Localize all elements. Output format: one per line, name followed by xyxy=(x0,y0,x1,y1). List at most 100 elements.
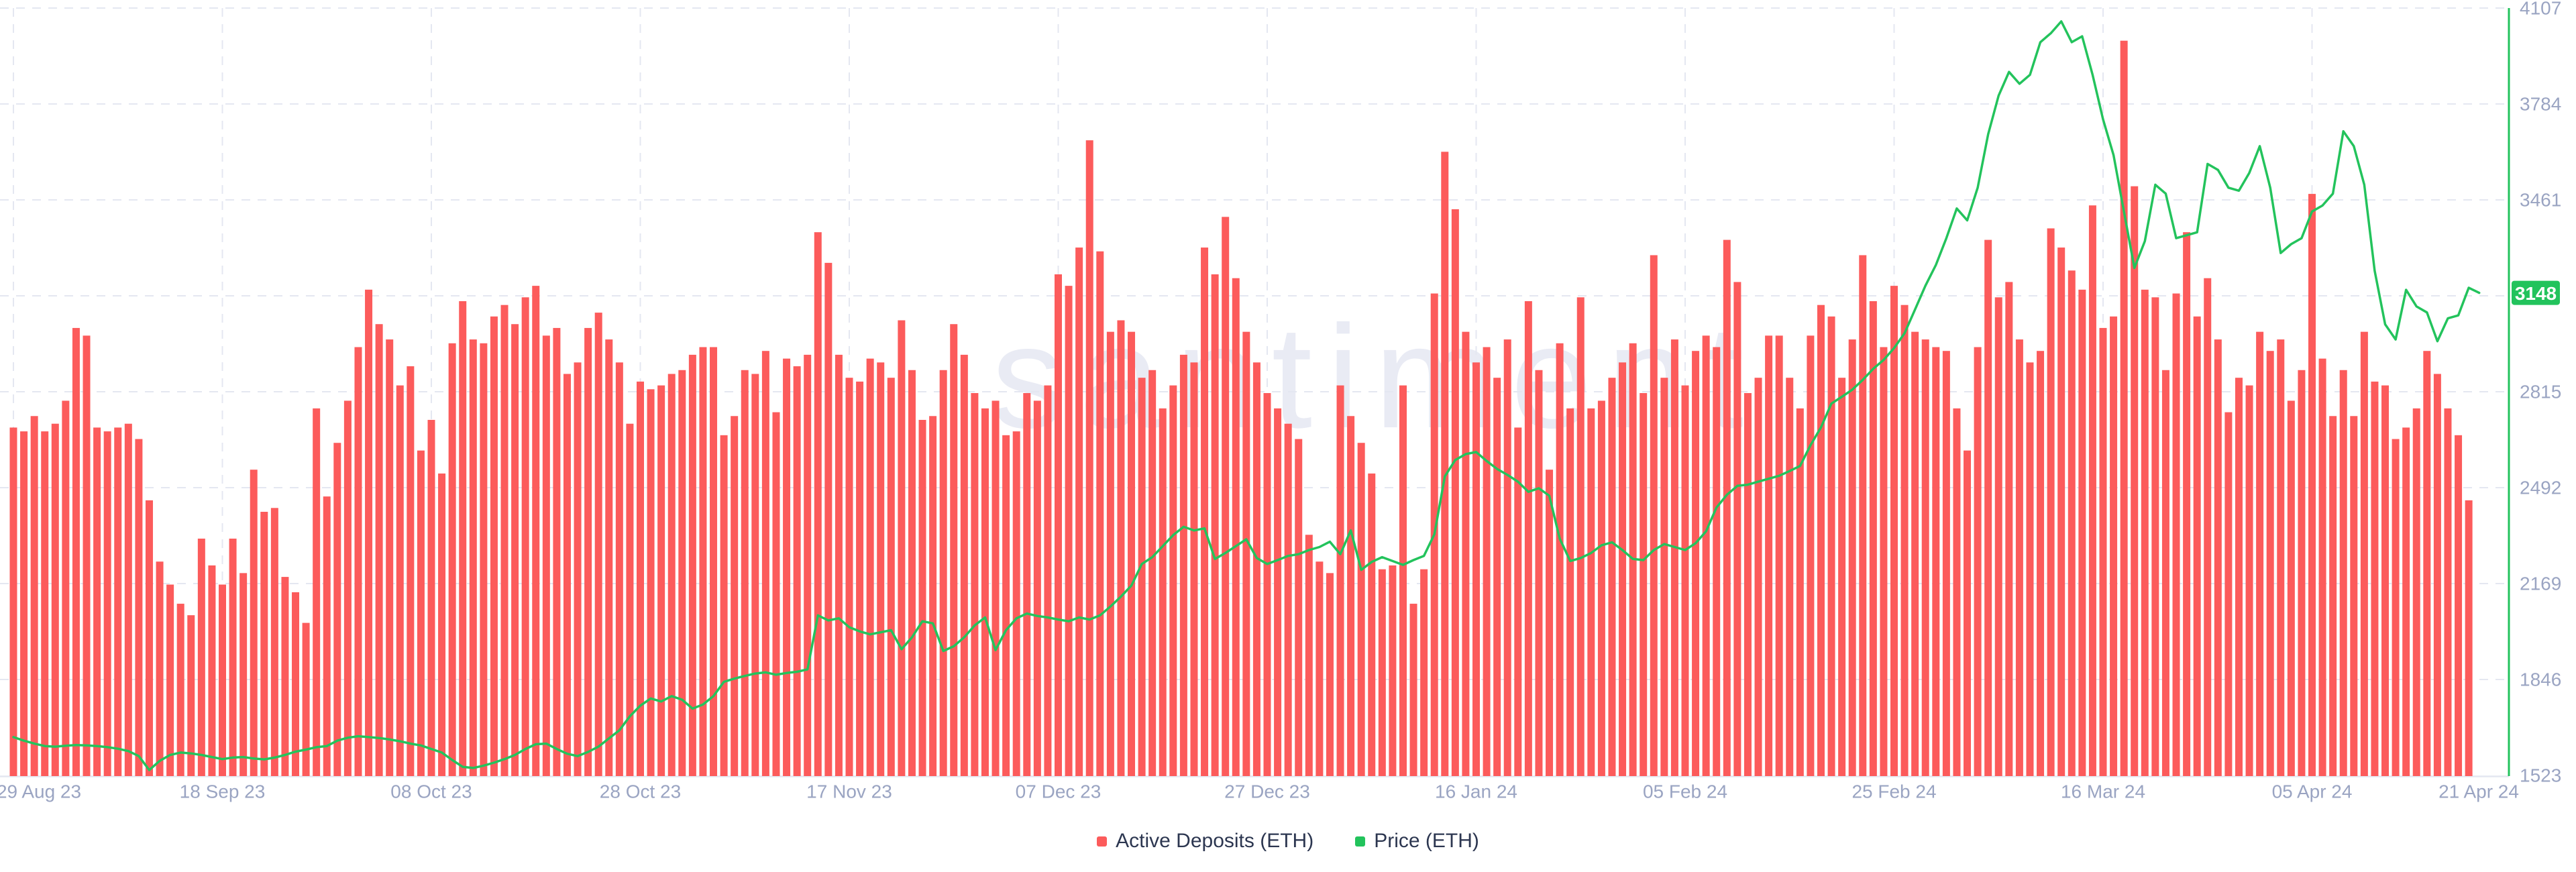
deposit-bar[interactable] xyxy=(2214,339,2222,776)
deposit-bar[interactable] xyxy=(1409,604,1417,776)
deposit-bar[interactable] xyxy=(1128,331,1136,776)
deposit-bar[interactable] xyxy=(1869,301,1877,777)
deposit-bar[interactable] xyxy=(250,470,258,776)
deposit-bar[interactable] xyxy=(751,374,759,776)
deposit-bar[interactable] xyxy=(1723,239,1731,777)
deposit-bar[interactable] xyxy=(929,416,937,776)
deposit-bar[interactable] xyxy=(1556,343,1564,776)
deposit-bar[interactable] xyxy=(281,577,289,776)
deposit-bar[interactable] xyxy=(2245,385,2253,776)
deposit-bar[interactable] xyxy=(856,381,864,776)
deposit-bar[interactable] xyxy=(835,354,843,776)
deposit-bar[interactable] xyxy=(480,343,488,776)
deposit-bar[interactable] xyxy=(208,565,216,776)
deposit-bar[interactable] xyxy=(898,320,906,776)
deposit-bar[interactable] xyxy=(407,366,415,776)
deposit-bar[interactable] xyxy=(1451,209,1459,776)
deposit-bar[interactable] xyxy=(1472,362,1480,776)
deposit-bar[interactable] xyxy=(731,416,739,776)
deposit-bar[interactable] xyxy=(2099,327,2107,776)
deposit-bar[interactable] xyxy=(1733,282,1741,776)
deposit-bar[interactable] xyxy=(51,423,59,776)
deposit-bar[interactable] xyxy=(1713,347,1721,776)
deposit-bar[interactable] xyxy=(1921,339,1929,776)
deposit-bar[interactable] xyxy=(1786,378,1794,776)
deposit-bar[interactable] xyxy=(971,393,979,776)
deposit-bar[interactable] xyxy=(1576,297,1585,776)
deposit-bar[interactable] xyxy=(824,262,833,776)
deposit-bar[interactable] xyxy=(427,419,435,776)
deposit-bar[interactable] xyxy=(9,427,17,776)
deposit-bar[interactable] xyxy=(1252,362,1260,776)
deposit-bar[interactable] xyxy=(960,354,968,776)
deposit-bar[interactable] xyxy=(365,289,373,777)
deposit-bar[interactable] xyxy=(72,327,80,776)
deposit-bar[interactable] xyxy=(1493,378,1501,776)
deposit-bar[interactable] xyxy=(1179,354,1187,776)
deposit-bar[interactable] xyxy=(2110,316,2118,776)
deposit-bar[interactable] xyxy=(2381,385,2390,776)
deposit-bar[interactable] xyxy=(699,347,707,776)
deposit-bar[interactable] xyxy=(887,378,895,776)
deposit-bar[interactable] xyxy=(1263,393,1271,776)
deposit-bar[interactable] xyxy=(1085,140,1093,776)
deposit-bar[interactable] xyxy=(1984,239,1992,777)
deposit-bar[interactable] xyxy=(1702,335,1710,777)
deposit-bar[interactable] xyxy=(1503,339,1511,776)
deposit-bar[interactable] xyxy=(83,335,91,777)
deposit-bar[interactable] xyxy=(323,496,331,776)
deposit-bar[interactable] xyxy=(667,374,676,776)
deposit-bar[interactable] xyxy=(594,313,602,777)
deposit-bar[interactable] xyxy=(605,339,613,776)
deposit-bar[interactable] xyxy=(637,381,644,776)
deposit-bar[interactable] xyxy=(1880,347,1888,776)
deposit-bar[interactable] xyxy=(438,473,446,776)
deposit-bar[interactable] xyxy=(1326,573,1334,776)
deposit-bar[interactable] xyxy=(710,347,718,776)
deposit-bar[interactable] xyxy=(2172,293,2180,776)
deposit-bar[interactable] xyxy=(1807,335,1815,777)
deposit-bar[interactable] xyxy=(1159,408,1167,776)
deposit-bar[interactable] xyxy=(1650,255,1658,776)
deposit-bar[interactable] xyxy=(1148,370,1157,776)
deposit-bar[interactable] xyxy=(2350,416,2358,776)
deposit-bar[interactable] xyxy=(532,286,540,776)
deposit-bar[interactable] xyxy=(2318,358,2326,776)
deposit-bar[interactable] xyxy=(2277,339,2285,776)
deposit-bar[interactable] xyxy=(114,427,122,776)
deposit-bar[interactable] xyxy=(176,604,184,776)
deposit-bar[interactable] xyxy=(2204,278,2212,776)
deposit-bar[interactable] xyxy=(2235,378,2243,776)
deposit-bar[interactable] xyxy=(2015,339,2023,776)
deposit-bar[interactable] xyxy=(1890,286,1898,776)
deposit-bar[interactable] xyxy=(626,423,634,776)
deposit-bar[interactable] xyxy=(1305,535,1313,776)
deposit-bar[interactable] xyxy=(2193,316,2201,776)
deposit-bar[interactable] xyxy=(448,343,456,776)
deposit-bar[interactable] xyxy=(1357,443,1365,776)
deposit-bar[interactable] xyxy=(1336,385,1344,776)
deposit-bar[interactable] xyxy=(521,297,529,776)
deposit-bar[interactable] xyxy=(1002,435,1010,776)
deposit-bar[interactable] xyxy=(1462,331,1470,776)
deposit-bar[interactable] xyxy=(720,435,728,776)
deposit-bar[interactable] xyxy=(1775,335,1783,777)
deposit-bar[interactable] xyxy=(991,400,1000,776)
deposit-bar[interactable] xyxy=(647,389,655,776)
deposit-bar[interactable] xyxy=(2371,381,2379,776)
deposit-bar[interactable] xyxy=(1284,423,1292,776)
deposit-bar[interactable] xyxy=(1368,473,1376,776)
deposit-bar[interactable] xyxy=(2256,331,2264,776)
deposit-bar[interactable] xyxy=(542,335,550,777)
deposit-bar[interactable] xyxy=(2433,374,2441,776)
deposit-bar[interactable] xyxy=(375,324,383,777)
deposit-bar[interactable] xyxy=(1838,378,1846,776)
deposit-bar[interactable] xyxy=(2026,362,2034,776)
deposit-bar[interactable] xyxy=(1640,393,1648,776)
deposit-bar[interactable] xyxy=(511,324,519,777)
deposit-bar[interactable] xyxy=(1483,347,1491,776)
deposit-bar[interactable] xyxy=(103,431,111,776)
deposit-bar[interactable] xyxy=(1608,378,1616,776)
deposit-bar[interactable] xyxy=(354,347,362,776)
deposit-bar[interactable] xyxy=(678,370,686,776)
